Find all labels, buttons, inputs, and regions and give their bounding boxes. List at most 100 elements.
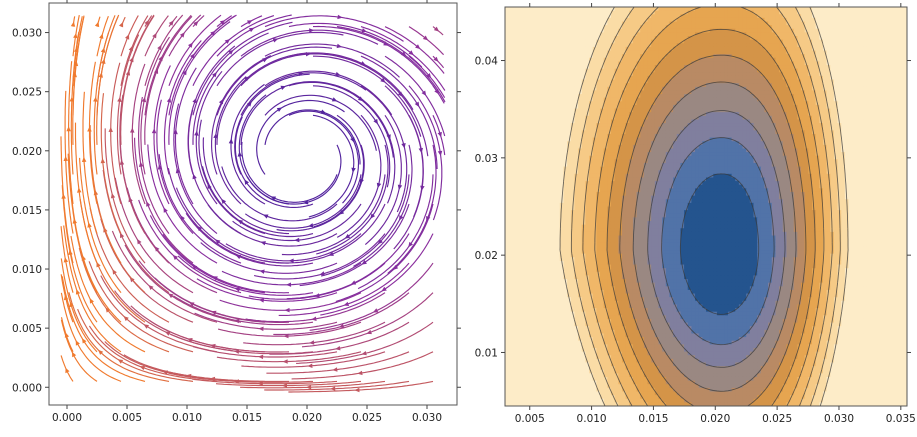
contour-cell <box>746 115 751 121</box>
contour-cell <box>698 7 703 12</box>
contour-cell <box>607 32 612 37</box>
contour-cell <box>643 75 649 81</box>
contour-cell <box>665 137 671 142</box>
streamline <box>156 99 194 234</box>
streamline-arrowhead <box>168 20 174 26</box>
contour-cell <box>713 43 718 48</box>
contour-cell <box>826 94 831 99</box>
streamline-arrowhead <box>258 326 264 332</box>
contour-cell <box>727 115 733 121</box>
contour-cell <box>746 104 751 110</box>
contour-cell <box>896 57 901 63</box>
contour-cell <box>892 68 897 73</box>
contour-cell <box>830 57 835 63</box>
streamline <box>316 144 389 255</box>
contour-cell <box>757 28 762 33</box>
contour-cell <box>589 14 594 19</box>
contour-cell <box>815 50 820 55</box>
contour-cell <box>826 54 831 59</box>
contour-cell <box>830 43 835 48</box>
contour-cell <box>870 75 875 81</box>
contour-cell <box>647 54 652 59</box>
contour-cell <box>877 75 883 81</box>
contour-cell <box>589 75 594 81</box>
contour-cell <box>515 86 521 92</box>
contour-cell <box>716 152 722 157</box>
contour-cell <box>870 148 875 153</box>
contour-cell <box>563 17 568 23</box>
contour-cell <box>801 144 806 150</box>
contour-cell <box>782 79 787 84</box>
contour-cell <box>790 46 795 52</box>
contour-cell <box>808 36 813 41</box>
contour-cell <box>746 7 751 12</box>
contour-cell <box>830 94 835 99</box>
streamline-arrowhead <box>408 241 413 248</box>
contour-cell <box>548 46 554 52</box>
contour-cell <box>662 126 667 131</box>
contour-cell <box>782 57 787 63</box>
contour-cell <box>629 68 634 73</box>
contour-cell <box>779 14 784 19</box>
contour-cell <box>749 72 755 77</box>
streamline <box>288 81 394 158</box>
contour-cell <box>658 101 663 106</box>
contour-cell <box>643 104 649 110</box>
contour-cell <box>548 104 554 110</box>
contour-cell <box>523 108 528 113</box>
contour-cell <box>881 17 886 23</box>
contour-cell <box>629 94 634 99</box>
contour-cell <box>844 137 850 142</box>
contour-cell <box>881 137 886 142</box>
contour-cell <box>764 115 769 121</box>
contour-cell <box>512 152 517 157</box>
contour-cell <box>680 152 685 157</box>
contour-cell <box>833 137 839 142</box>
contour-cell <box>881 21 886 26</box>
contour-cell <box>903 141 907 146</box>
contour-cell <box>505 75 510 81</box>
contour-cell <box>559 126 565 131</box>
contour-cell <box>713 75 718 81</box>
contour-cell <box>881 39 886 44</box>
contour-cell <box>691 17 696 23</box>
streamline <box>246 144 342 205</box>
contour-cell <box>687 28 692 33</box>
streamline <box>140 36 170 175</box>
contour-cell <box>610 21 616 26</box>
streamline-arrowhead <box>163 207 168 213</box>
contour-cell <box>610 46 616 52</box>
contour-cell <box>731 123 736 128</box>
contour-cell <box>841 112 846 117</box>
contour-cell <box>600 144 605 150</box>
contour-cell <box>819 94 824 99</box>
contour-cell <box>552 79 557 84</box>
contour-cell <box>695 68 700 73</box>
contour-cell <box>629 10 634 15</box>
contour-cell <box>833 10 839 15</box>
streamline-arrowhead <box>219 20 226 25</box>
contour-cell <box>720 90 725 95</box>
contour-cell <box>515 54 521 59</box>
contour-cell <box>899 65 904 70</box>
contour-cell <box>885 25 890 30</box>
contour-cell <box>629 101 634 106</box>
contour-cell <box>534 119 539 124</box>
contour-cell <box>526 25 532 30</box>
streamline-arrowhead <box>366 329 372 335</box>
contour-cell <box>673 126 678 131</box>
contour-cell <box>779 83 784 88</box>
contour-cell <box>713 152 718 157</box>
contour-cell <box>753 123 758 128</box>
contour-cell <box>855 144 861 150</box>
contour-cell <box>684 148 689 153</box>
contour-cell <box>618 144 623 150</box>
contour-cell <box>702 72 707 77</box>
contour-cell <box>698 32 703 37</box>
contour-cell <box>870 119 875 124</box>
contour-cell <box>757 108 762 113</box>
contour-cell <box>698 43 703 48</box>
contour-cell <box>841 17 846 23</box>
contour-cell <box>808 101 813 106</box>
contour-cell <box>556 79 561 84</box>
